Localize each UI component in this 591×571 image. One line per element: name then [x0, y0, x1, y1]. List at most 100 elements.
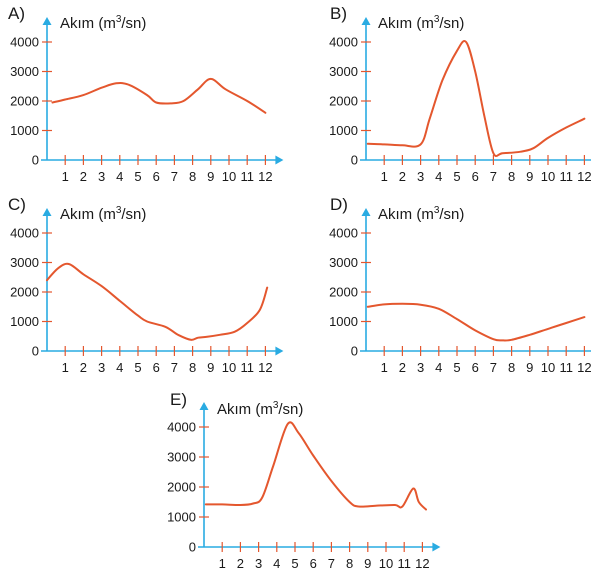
- x-tick-label-d-3: 3: [417, 360, 424, 375]
- y-axis-arrow-c: [42, 208, 52, 216]
- panel-label-d: D): [330, 195, 348, 214]
- y-axis-title-end: /sn): [439, 15, 464, 32]
- x-tick-label-a-4: 4: [116, 169, 123, 184]
- y-tick-label-b-0: 0: [351, 153, 358, 168]
- y-tick-label-c-3: 3000: [10, 255, 39, 270]
- x-tick-label-d-9: 9: [526, 360, 533, 375]
- y-tick-label-e-3: 3000: [167, 450, 196, 465]
- y-axis-title-main: Akım (m: [378, 15, 434, 32]
- x-tick-label-b-4: 4: [435, 169, 442, 184]
- y-tick-label-a-1: 1000: [10, 123, 39, 138]
- y-axis-arrow-a: [42, 17, 52, 25]
- x-tick-label-e-5: 5: [291, 556, 298, 571]
- x-tick-label-e-4: 4: [273, 556, 280, 571]
- x-tick-label-d-2: 2: [399, 360, 406, 375]
- y-axis-title-sup: 3: [434, 205, 440, 216]
- y-axis-title-sup: 3: [116, 14, 122, 25]
- x-tick-label-d-11: 11: [559, 360, 573, 375]
- y-axis-title-end: /sn): [121, 206, 146, 223]
- x-tick-label-d-1: 1: [381, 360, 388, 375]
- y-axis-title-main: Akım (m: [378, 206, 434, 223]
- y-tick-label-e-2: 2000: [167, 480, 196, 495]
- x-tick-label-e-2: 2: [237, 556, 244, 571]
- y-axis-arrow-d: [361, 208, 371, 216]
- x-tick-label-a-9: 9: [207, 169, 214, 184]
- y-axis-title-main: Akım (m: [60, 15, 116, 32]
- y-tick-label-b-3: 3000: [329, 64, 358, 79]
- x-tick-label-a-1: 1: [62, 169, 69, 184]
- x-tick-label-c-3: 3: [98, 360, 105, 375]
- x-tick-label-b-8: 8: [508, 169, 515, 184]
- y-axis-title-sup: 3: [434, 14, 440, 25]
- x-tick-label-d-5: 5: [453, 360, 460, 375]
- x-tick-label-b-3: 3: [417, 169, 424, 184]
- x-tick-label-b-12: 12: [577, 169, 591, 184]
- x-tick-label-a-3: 3: [98, 169, 105, 184]
- x-tick-label-e-10: 10: [379, 556, 393, 571]
- y-tick-label-e-0: 0: [189, 540, 196, 555]
- y-axis-title-end: /sn): [278, 401, 303, 418]
- series-line-a: [51, 77, 267, 114]
- y-tick-label-d-2: 2000: [329, 285, 358, 300]
- x-tick-label-d-4: 4: [435, 360, 442, 375]
- y-axis-title-a: Akım (m3/sn): [60, 14, 146, 32]
- x-tick-label-c-10: 10: [222, 360, 236, 375]
- y-axis-title-b: Akım (m3/sn): [378, 14, 464, 32]
- x-tick-label-a-2: 2: [80, 169, 87, 184]
- x-tick-label-c-1: 1: [62, 360, 69, 375]
- x-tick-label-c-8: 8: [189, 360, 196, 375]
- x-tick-label-c-5: 5: [134, 360, 141, 375]
- y-axis-arrow-e: [199, 402, 209, 410]
- y-tick-label-a-4: 4000: [10, 35, 39, 50]
- y-axis-title-main: Akım (m: [60, 206, 116, 223]
- x-tick-label-c-7: 7: [171, 360, 178, 375]
- y-tick-label-d-4: 4000: [329, 226, 358, 241]
- y-axis-title-d: Akım (m3/sn): [378, 205, 464, 223]
- x-tick-label-b-9: 9: [526, 169, 533, 184]
- y-axis-title-end: /sn): [121, 15, 146, 32]
- y-axis-title-e: Akım (m3/sn): [217, 400, 303, 418]
- x-tick-label-e-9: 9: [364, 556, 371, 571]
- x-tick-label-d-6: 6: [472, 360, 479, 375]
- y-tick-label-d-1: 1000: [329, 314, 358, 329]
- y-axis-title-c: Akım (m3/sn): [60, 205, 146, 223]
- x-tick-label-e-7: 7: [328, 556, 335, 571]
- x-axis-arrow-e: [432, 542, 441, 552]
- x-tick-label-a-8: 8: [189, 169, 196, 184]
- y-tick-label-e-4: 4000: [167, 420, 196, 435]
- y-tick-label-a-2: 2000: [10, 94, 39, 109]
- y-axis-title-main: Akım (m: [217, 401, 273, 418]
- y-tick-label-c-2: 2000: [10, 285, 39, 300]
- x-tick-label-a-6: 6: [153, 169, 160, 184]
- y-tick-label-c-0: 0: [32, 344, 39, 359]
- x-axis-arrow-a: [275, 155, 284, 165]
- y-tick-label-b-1: 1000: [329, 123, 358, 138]
- y-tick-label-a-3: 3000: [10, 64, 39, 79]
- panel-label-e: E): [170, 390, 187, 409]
- x-tick-label-b-2: 2: [399, 169, 406, 184]
- x-tick-label-b-1: 1: [381, 169, 388, 184]
- y-tick-label-b-4: 4000: [329, 35, 358, 50]
- series-line-c: [46, 262, 269, 341]
- y-tick-label-e-1: 1000: [167, 510, 196, 525]
- y-axis-title-end: /sn): [439, 206, 464, 223]
- x-tick-label-c-12: 12: [258, 360, 272, 375]
- x-tick-label-a-10: 10: [222, 169, 236, 184]
- x-tick-label-d-12: 12: [577, 360, 591, 375]
- x-tick-label-e-11: 11: [397, 556, 411, 571]
- panel-label-c: C): [8, 195, 26, 214]
- x-tick-label-e-8: 8: [346, 556, 353, 571]
- x-tick-label-c-4: 4: [116, 360, 123, 375]
- series-line-e: [204, 421, 427, 511]
- x-tick-label-c-9: 9: [207, 360, 214, 375]
- x-tick-label-e-12: 12: [415, 556, 429, 571]
- x-tick-label-a-7: 7: [171, 169, 178, 184]
- x-tick-label-d-10: 10: [541, 360, 555, 375]
- x-tick-label-c-6: 6: [153, 360, 160, 375]
- x-tick-label-b-7: 7: [490, 169, 497, 184]
